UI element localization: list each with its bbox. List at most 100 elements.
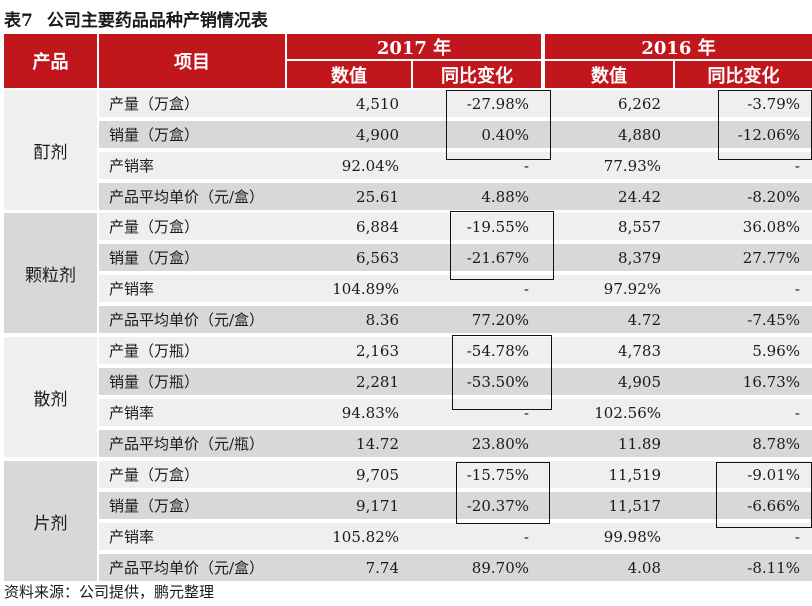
yoy-2017-cell: 4.88% (481, 187, 529, 206)
value-2016-cell: 4.08 (627, 558, 661, 577)
yoy-2016-cell: -8.20% (747, 187, 800, 206)
table-row (99, 492, 812, 519)
yoy-2017-cell: -21.67% (466, 248, 529, 267)
yoy-2016-cell: -3.79% (747, 94, 800, 113)
value-2016-cell: 8,379 (618, 248, 661, 267)
yoy-2017-cell: - (523, 279, 529, 298)
item-cell: 销量（万盒） (109, 126, 200, 144)
item-cell: 销量（万瓶） (109, 373, 200, 391)
table-row (99, 523, 812, 550)
item-cell: 销量（万盒） (109, 249, 200, 267)
yoy-2016-cell: 8.78% (752, 434, 800, 453)
item-cell: 产量（万盒） (109, 466, 200, 484)
yoy-2016-cell: - (794, 279, 800, 298)
yoy-2016-cell: 5.96% (752, 341, 800, 360)
header-year-2017: 2017 年 (287, 34, 541, 59)
yoy-2016-cell: -9.01% (747, 465, 800, 484)
yoy-2016-cell: 16.73% (742, 372, 800, 391)
value-2016-cell: 99.98% (603, 527, 661, 546)
yoy-2017-cell: -54.78% (466, 341, 529, 360)
value-2016-cell: 77.93% (603, 156, 661, 175)
table-row (99, 430, 812, 457)
product-group-label: 颗粒剂 (4, 213, 97, 333)
value-2017-cell: 92.04% (341, 156, 399, 175)
value-2016-cell: 24.42 (618, 187, 661, 206)
value-2016-cell: 8,557 (618, 217, 661, 236)
item-cell: 产销率 (109, 528, 155, 546)
table-row (99, 121, 812, 148)
header-yoy-2016: 同比变化 (675, 61, 812, 88)
yoy-2017-cell: 89.70% (471, 558, 529, 577)
item-cell: 产销率 (109, 157, 155, 175)
highlight-box (716, 462, 812, 528)
table-row (99, 368, 812, 395)
value-2017-cell: 9,171 (356, 496, 399, 515)
highlight-box (452, 335, 552, 410)
header-year-2016: 2016 年 (545, 34, 812, 59)
value-2017-cell: 25.61 (356, 187, 399, 206)
value-2017-cell: 6,884 (356, 217, 399, 236)
table-caption: 公司主要药品品种产销情况表 (46, 11, 268, 31)
yoy-2016-cell: - (794, 156, 800, 175)
item-cell: 销量（万盒） (109, 497, 200, 515)
yoy-2016-cell: -7.45% (747, 310, 800, 329)
highlight-box (456, 462, 550, 524)
item-cell: 产销率 (109, 404, 155, 422)
value-2017-cell: 105.82% (332, 527, 399, 546)
yoy-2016-cell: 27.77% (742, 248, 800, 267)
value-2016-cell: 11,519 (608, 465, 662, 484)
value-2017-cell: 9,705 (356, 465, 399, 484)
header-item: 项目 (99, 34, 285, 88)
value-2017-cell: 8.36 (365, 310, 399, 329)
yoy-2016-cell: -6.66% (747, 496, 800, 515)
value-2016-cell: 11,517 (608, 496, 662, 515)
table-number: 表7 (4, 11, 33, 31)
table-row (99, 337, 812, 364)
value-2017-cell: 7.74 (365, 558, 399, 577)
value-2017-cell: 6,563 (356, 248, 399, 267)
highlight-box (718, 90, 812, 160)
yoy-2017-cell: 77.20% (471, 310, 529, 329)
item-cell: 产销率 (109, 280, 155, 298)
table-row (99, 554, 812, 581)
product-group-label: 片剂 (4, 461, 97, 581)
highlight-box (446, 90, 551, 160)
item-cell: 产量（万瓶） (109, 342, 200, 360)
item-cell: 产品平均单价（元/瓶） (109, 435, 265, 453)
yoy-2017-cell: -53.50% (466, 372, 529, 391)
yoy-2017-cell: -19.55% (466, 217, 529, 236)
header-value-2017: 数值 (287, 61, 411, 88)
yoy-2016-cell: - (794, 527, 800, 546)
highlight-box (450, 211, 554, 280)
yoy-2017-cell: - (523, 156, 529, 175)
table-row (99, 213, 812, 240)
value-2016-cell: 97.92% (603, 279, 661, 298)
yoy-2016-cell: 36.08% (742, 217, 800, 236)
value-2016-cell: 4.72 (627, 310, 661, 329)
value-2017-cell: 4,900 (356, 125, 399, 144)
item-cell: 产品平均单价（元/盒） (109, 559, 265, 577)
yoy-2017-cell: -27.98% (466, 94, 529, 113)
value-2017-cell: 4,510 (356, 94, 399, 113)
item-cell: 产量（万盒） (109, 218, 200, 236)
table-row (99, 461, 812, 488)
item-cell: 产量（万盒） (109, 95, 200, 113)
value-2017-cell: 94.83% (341, 403, 399, 422)
value-2016-cell: 102.56% (594, 403, 661, 422)
value-2016-cell: 4,905 (618, 372, 661, 391)
value-2016-cell: 11.89 (618, 434, 661, 453)
table-title: 表7 公司主要药品品种产销情况表 (4, 6, 282, 31)
yoy-2017-cell: - (523, 403, 529, 422)
item-cell: 产品平均单价（元/盒） (109, 311, 265, 329)
header-yoy-2017: 同比变化 (413, 61, 541, 88)
value-2016-cell: 4,880 (618, 125, 661, 144)
source-note: 资料来源：公司提供，鹏元整理 (4, 583, 215, 601)
table-row (99, 306, 812, 333)
value-2017-cell: 14.72 (356, 434, 399, 453)
value-2017-cell: 104.89% (332, 279, 399, 298)
yoy-2017-cell: -20.37% (466, 496, 529, 515)
value-2017-cell: 2,163 (356, 341, 399, 360)
item-cell: 产品平均单价（元/盒） (109, 188, 265, 206)
yoy-2017-cell: 23.80% (471, 434, 529, 453)
value-2016-cell: 4,783 (618, 341, 661, 360)
